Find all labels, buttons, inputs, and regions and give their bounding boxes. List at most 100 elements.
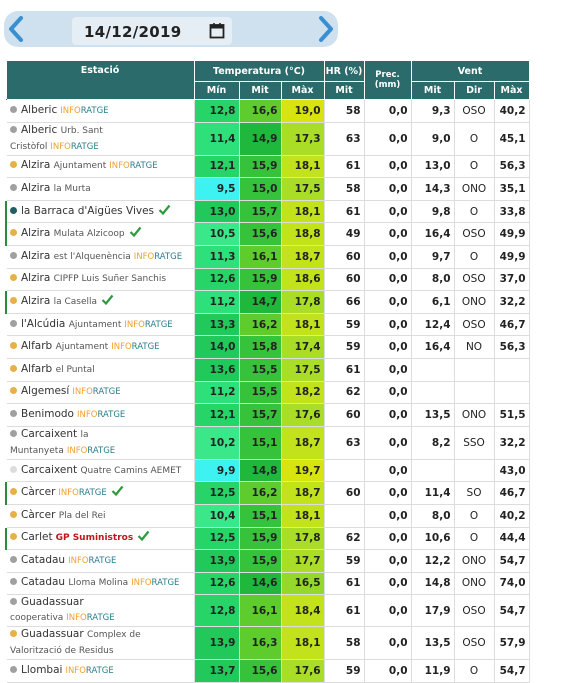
prev-day[interactable] [8,16,24,42]
station-row[interactable]: Alzira est l'Alquenència INFORATGE 11,3 16,… [6,244,530,269]
station-row[interactable]: Alberic INFORATGE 12,8 16,6 19,0 58 0,0 9,3 OSO 4… [6,99,530,123]
station-name[interactable]: Carcaixent [21,463,78,476]
station-row[interactable]: Càrcer INFORATGE 12,5 16,2 18,7 60 0,0 11,4 SO 46… [5,481,530,505]
value-cell: 56,3 [493,154,530,179]
status-dot [10,578,17,586]
value-cell: 0,0 [363,99,412,123]
next-day[interactable] [318,16,334,42]
value-cell: 14,8 [238,458,282,483]
value-cell: 13,7 [193,659,240,683]
station-name[interactable]: Llombai [21,664,63,677]
station-detail: Urb. Sant Cristòfol [10,125,103,152]
station-name[interactable]: Alzira [21,294,51,307]
value-cell [410,357,455,382]
station-row[interactable]: Alberic Urb. Sant Cristòfol INFORATGE 11,4… [6,121,530,156]
subheader[interactable]: Màx [280,81,325,100]
station-name[interactable]: l'Alcúdia [21,317,66,330]
station-row[interactable]: Algemesí INFORATGE 11,2 15,5 18,2 62 0,0 [6,380,530,405]
station-row[interactable]: Catadau Lloma Molina INFORATGE 12,6 14,6 16,… [6,571,530,596]
station-row[interactable]: Alfarb Ajuntament INFORATGE 14,0 15,8 17,4 59… [6,335,530,359]
station-name[interactable]: Alzira [21,181,51,194]
table-body: Alberic INFORATGE 12,8 16,6 19,0 58 0,0 9,3 OSO 4… [5,99,530,683]
subheader[interactable]: Màx [493,81,530,100]
station-name[interactable]: Guadassuar [21,628,84,641]
station-name[interactable]: Benimodo [21,407,74,420]
value-cell: O [453,659,495,683]
station-name[interactable]: Alzira [21,159,51,172]
station-name[interactable]: Catadau [21,576,66,589]
station-row[interactable]: Guadassuar Complex de Valorització de Re… [6,626,530,661]
station-name[interactable]: Càrcer [21,486,56,499]
value-cell: 16,6 [238,99,282,123]
station-row[interactable]: Carcaixent Quatre Camins AEMET 9,9 14,8 19,… [6,458,530,483]
station-cell: Guadassuar cooperativa INFORATGE [6,594,195,628]
station-name[interactable]: Alfarb [21,362,53,375]
value-cell: 59 [323,549,365,573]
value-cell: 17,5 [280,177,325,201]
date-input[interactable]: 14/12/2019 [72,17,232,45]
calendar-icon[interactable] [209,22,225,39]
station-row[interactable]: Llombai INFORATGE 13,7 15,6 17,6 59 0,0 11,9 O 54… [6,659,530,683]
value-cell: 10,5 [193,222,240,246]
value-cell: 16,2 [238,481,282,505]
station-detail: Quatre Camins AEMET [80,465,182,476]
value-cell: 18,7 [280,481,325,505]
value-cell: 16,4 [410,222,455,246]
station-name[interactable]: Catadau [21,553,66,566]
station-name[interactable]: Algemesí [21,385,70,398]
station-cell: la Barraca d'Aigües Vives [5,199,195,224]
header[interactable]: Estació [5,60,195,100]
subheader[interactable]: Mín [193,81,240,100]
station-row[interactable]: Alzira Mulata Alzicoop 10,5 15,6 18,8 49 0,0 1… [5,222,530,246]
value-cell: 15,9 [238,154,282,179]
station-name[interactable]: Guadassuar [21,596,84,609]
value-cell: 13,0 [193,199,240,224]
station-row[interactable]: Alzira CIPFP Luis Suñer Sanchis 12,6 15,9 1… [6,267,530,292]
value-cell: 61 [323,357,365,382]
value-cell: O [453,526,495,551]
value-cell: 10,4 [193,503,240,528]
subheader[interactable]: Mit [410,81,455,100]
subheader[interactable]: Dir [453,81,495,100]
subheader[interactable]: Mit [323,81,365,100]
station-name[interactable]: Alzira [21,227,51,240]
station-name[interactable]: Carlet [21,531,53,544]
station-name[interactable]: Alzira [21,249,51,262]
station-row[interactable]: la Barraca d'Aigües Vives 13,0 15,7 18,1 61 0… [5,199,530,224]
subheader[interactable]: Mit [238,81,282,100]
station-row[interactable]: Alzira la Casella 11,2 14,7 17,8 66 0,0 6,1 ONO… [5,290,530,314]
station-detail: Pla del Rei [58,510,106,521]
value-cell: 14,3 [410,177,455,201]
status-dot [10,296,17,304]
station-name[interactable]: Alfarb [21,340,53,353]
value-cell: 0,0 [363,549,412,573]
value-cell: 8,0 [410,503,455,528]
station-name[interactable]: Càrcer [21,508,56,521]
station-detail: la Murta [53,183,91,194]
station-name[interactable]: Alberic [21,123,58,136]
station-row[interactable]: l'Alcúdia Ajuntament INFORATGE 13,3 16,2 18,… [6,312,530,337]
station-name[interactable]: Alzira [21,272,51,285]
station-row[interactable]: Alfarb el Puntal 13,6 15,5 17,5 61 0,0 [6,357,530,382]
station-row[interactable]: Benimodo INFORATGE 12,1 15,7 17,6 60 0,0 13,5 ON… [6,403,530,427]
status-dot [10,161,17,169]
provider-tag: INFORATGE [111,342,160,353]
station-name[interactable]: Alberic [21,103,58,116]
station-row[interactable]: Carcaixent la Muntanyeta INFORATGE 10,2 15,… [6,425,530,460]
station-row[interactable]: Càrcer Pla del Rei 10,4 15,1 18,1 0,0 8,0 O 40,… [6,503,530,528]
value-cell: 15,5 [238,380,282,405]
station-row[interactable]: Alzira Ajuntament INFORATGE 12,1 15,9 18,1 61… [6,154,530,179]
station-detail: Mulata Alzicoop [53,229,125,240]
station-row[interactable]: Alzira la Murta 9,5 15,0 17,5 58 0,0 14,3 ONO 35… [6,177,530,201]
station-row[interactable]: Carlet GP Suministros 12,5 15,9 17,8 62 0,0 10,… [5,526,530,551]
value-cell: 66 [323,290,365,314]
station-name[interactable]: Carcaixent [21,427,78,440]
station-name[interactable]: la Barraca d'Aigües Vives [21,205,155,218]
station-row[interactable]: Guadassuar cooperativa INFORATGE 12,8 16,1 1… [6,594,530,628]
value-cell: 16,3 [238,626,282,661]
station-detail: est l'Alquenència [53,251,131,262]
value-cell: ONO [453,403,495,427]
value-cell: 0,0 [363,267,412,292]
station-row[interactable]: Catadau INFORATGE 13,9 15,9 17,7 59 0,0 12,2 ONO… [6,549,530,573]
status-dot [10,125,17,133]
